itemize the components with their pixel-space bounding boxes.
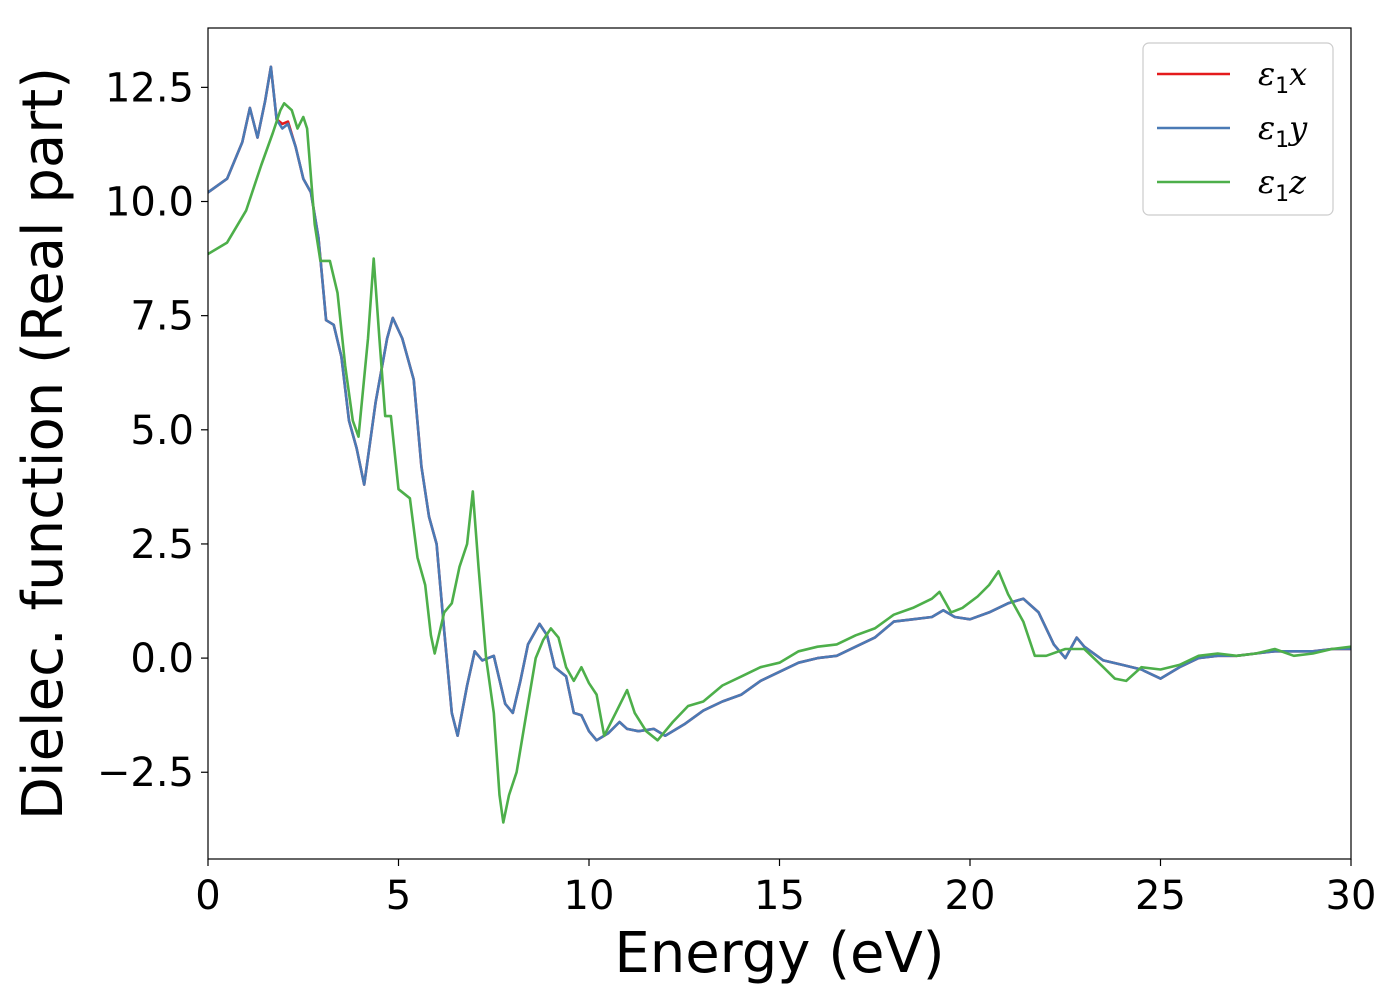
y-tick-label: 2.5 xyxy=(130,522,194,568)
y-axis-ticks: −2.5 0.0 2.5 5.0 7.5 10.0 12.5 xyxy=(97,65,208,796)
x-axis-ticks: 0 5 10 15 20 25 30 xyxy=(195,859,1376,919)
x-tick-label: 0 xyxy=(195,873,220,919)
series-line-y xyxy=(208,65,1351,742)
legend-label-z: ε1z xyxy=(1258,163,1307,207)
legend-label-x: ε1x xyxy=(1258,55,1307,99)
legend: ε1x ε1y ε1z xyxy=(1142,42,1334,216)
y-tick-label: 12.5 xyxy=(105,65,194,111)
legend-box xyxy=(1142,42,1334,216)
plot-lines xyxy=(208,65,1351,824)
y-tick-label: 10.0 xyxy=(105,180,194,226)
legend-label-y: ε1y xyxy=(1258,109,1308,153)
x-tick-label: 15 xyxy=(754,873,805,919)
x-tick-label: 30 xyxy=(1326,873,1377,919)
series-line-z xyxy=(208,102,1351,824)
y-tick-label: 5.0 xyxy=(130,408,194,454)
x-tick-label: 10 xyxy=(564,873,615,919)
y-tick-label: −2.5 xyxy=(97,750,194,796)
y-tick-label: 0.0 xyxy=(130,636,194,682)
y-axis-title: Dielec. function (Real part) xyxy=(11,67,76,820)
x-tick-label: 20 xyxy=(945,873,996,919)
x-tick-label: 5 xyxy=(386,873,411,919)
y-tick-label: 7.5 xyxy=(130,294,194,340)
x-tick-label: 25 xyxy=(1135,873,1186,919)
x-axis-title: Energy (eV) xyxy=(614,921,944,986)
